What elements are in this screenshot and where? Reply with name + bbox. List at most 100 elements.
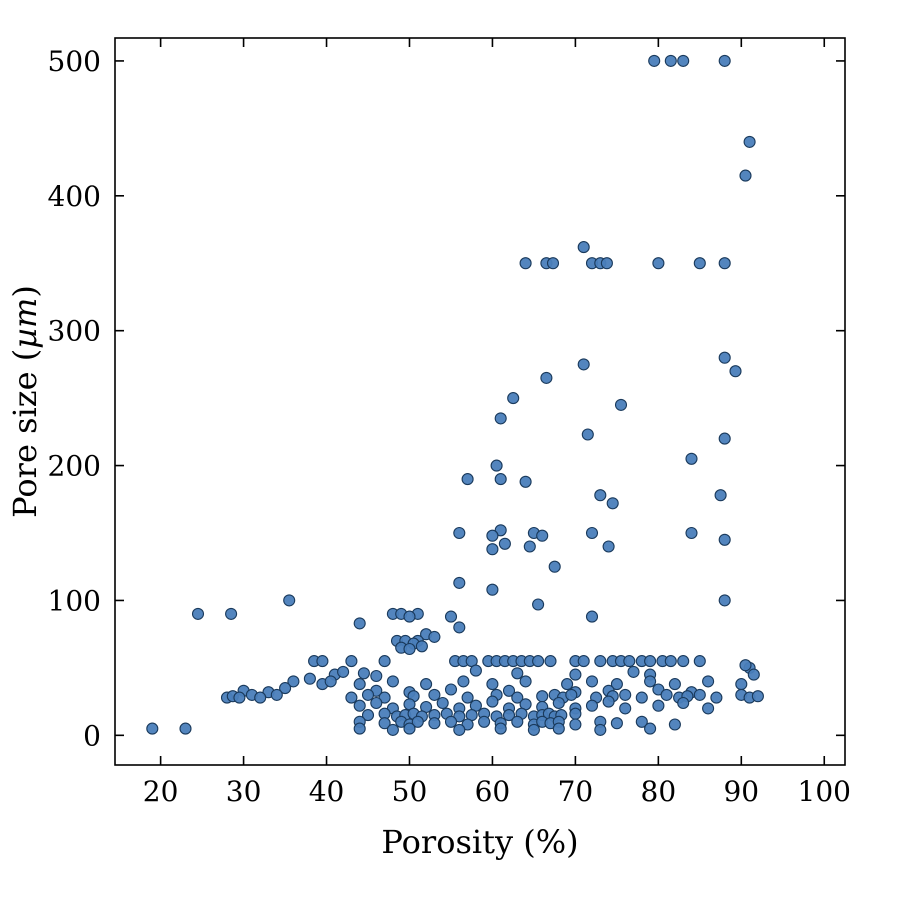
- scatter-point: [610, 678, 623, 691]
- scatter-point: [498, 537, 511, 550]
- scatter-point: [478, 715, 491, 728]
- scatter-point: [378, 655, 391, 668]
- y-tick-label: 500: [48, 45, 101, 78]
- scatter-point: [546, 257, 560, 270]
- scatter-point: [594, 655, 607, 668]
- scatter-point: [664, 54, 677, 67]
- plot-box: [114, 37, 846, 766]
- scatter-point: [664, 655, 677, 668]
- scatter-point: [519, 257, 532, 270]
- scatter-point: [461, 718, 474, 731]
- scatter-point: [747, 668, 760, 681]
- scatter-point: [502, 709, 516, 722]
- scatter-point: [444, 715, 458, 728]
- scatter-point: [386, 723, 399, 736]
- scatter-point: [428, 688, 441, 701]
- x-tick-label: 60: [475, 775, 511, 808]
- scatter-point: [337, 665, 350, 678]
- scatter-point: [735, 678, 748, 691]
- y-tick-label: 200: [48, 450, 101, 483]
- scatter-point: [486, 529, 499, 542]
- scatter-point: [179, 722, 192, 735]
- scatter-point: [652, 699, 665, 712]
- scatter-point: [378, 691, 391, 704]
- scatter-point: [415, 640, 428, 653]
- scatter-point: [233, 691, 246, 704]
- scatter-point: [623, 655, 636, 668]
- scatter-point: [428, 717, 441, 730]
- scatter-point: [619, 688, 632, 701]
- scatter-point: [585, 675, 599, 688]
- scatter-point: [718, 257, 731, 270]
- scatter-point: [428, 630, 441, 643]
- scatter-point: [361, 709, 375, 722]
- scatter-point: [453, 710, 466, 723]
- scatter-point: [225, 607, 238, 620]
- scatter-point: [565, 688, 578, 701]
- scatter-point: [569, 718, 582, 731]
- scatter-point: [614, 398, 628, 411]
- scatter-point: [353, 617, 366, 630]
- scatter-point: [536, 529, 549, 542]
- scatter-point: [353, 722, 366, 735]
- y-tick-label: 100: [48, 584, 101, 617]
- x-axis-label: Porosity (%): [381, 823, 578, 861]
- scatter-point: [729, 365, 742, 378]
- scatter-point: [519, 475, 532, 488]
- scatter-point: [652, 257, 665, 270]
- scatter-point: [714, 489, 727, 502]
- scatter-point: [644, 722, 657, 735]
- scatter-point: [411, 715, 424, 728]
- y-axis-label: Pore size (µm): [6, 285, 44, 518]
- scatter-point: [718, 432, 731, 445]
- scatter-point: [600, 257, 613, 270]
- scatter-point: [739, 659, 752, 672]
- scatter-point: [668, 678, 681, 691]
- scatter-point: [502, 684, 516, 697]
- scatter-point: [648, 54, 661, 67]
- scatter-point: [486, 695, 499, 708]
- scatter-point: [453, 576, 466, 589]
- scatter-point: [585, 610, 599, 623]
- scatter-point: [287, 675, 300, 688]
- scatter-point: [739, 169, 752, 182]
- y-tick-label: 300: [48, 315, 101, 348]
- scatter-point: [511, 691, 524, 704]
- scatter-point: [457, 675, 470, 688]
- scatter-point: [577, 241, 590, 254]
- scatter-point: [540, 371, 553, 384]
- scatter-point: [561, 678, 574, 691]
- scatter-point: [370, 696, 383, 710]
- scatter-point: [370, 669, 383, 683]
- scatter-point: [494, 722, 507, 735]
- scatter-point: [544, 655, 557, 668]
- scatter-point: [585, 699, 599, 712]
- scatter-point: [146, 722, 159, 735]
- x-tick-label: 40: [309, 775, 345, 808]
- scatter-point: [594, 489, 607, 502]
- scatter-point: [718, 351, 731, 364]
- scatter-point: [552, 722, 565, 735]
- scatter-point: [677, 696, 690, 710]
- x-tick-label: 20: [143, 775, 179, 808]
- scatter-point: [569, 707, 582, 720]
- scatter-point: [507, 392, 520, 405]
- scatter-point: [254, 691, 267, 704]
- scatter-point: [357, 667, 370, 680]
- x-tick-label: 70: [558, 775, 594, 808]
- scatter-point: [316, 655, 329, 668]
- x-tick-label: 90: [723, 775, 759, 808]
- scatter-point: [403, 722, 416, 735]
- scatter-point: [635, 691, 648, 704]
- scatter-point: [532, 598, 545, 611]
- scatter-point: [420, 678, 433, 691]
- scatter-point: [552, 696, 565, 710]
- scatter-point: [486, 543, 499, 556]
- scatter-point: [677, 54, 690, 67]
- scatter-point: [523, 540, 536, 553]
- scatter-point: [602, 695, 615, 708]
- scatter-point: [577, 358, 590, 371]
- scatter-point: [386, 675, 399, 688]
- x-tick-label: 100: [798, 775, 851, 808]
